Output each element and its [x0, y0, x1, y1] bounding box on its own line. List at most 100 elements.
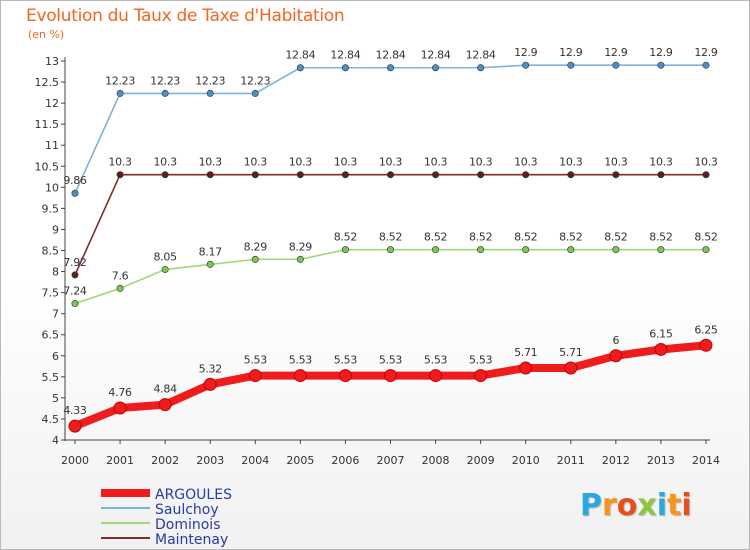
- data-label: 9.86: [63, 174, 87, 187]
- data-point: [161, 89, 169, 97]
- data-point: [158, 398, 172, 412]
- data-label: 6.15: [649, 327, 673, 340]
- data-point: [609, 349, 623, 363]
- chart-title: Evolution du Taux de Taxe d'Habitation: [26, 6, 345, 26]
- data-label: 12.9: [604, 46, 628, 59]
- data-point: [702, 171, 710, 179]
- data-point: [71, 189, 79, 197]
- data-point: [161, 265, 169, 273]
- x-tick-label: 2013: [647, 454, 675, 467]
- data-label: 10.3: [108, 156, 132, 169]
- data-point: [612, 61, 620, 69]
- data-point: [522, 171, 530, 179]
- y-tick-label: 11.5: [35, 118, 60, 131]
- data-point: [71, 300, 79, 308]
- x-tick-label: 2006: [331, 454, 359, 467]
- data-point: [567, 171, 575, 179]
- data-label: 10.3: [469, 156, 493, 169]
- y-tick-label: 5: [52, 392, 59, 405]
- x-tick-label: 2001: [106, 454, 134, 467]
- data-label: 10.3: [649, 156, 673, 169]
- data-label: 8.52: [469, 231, 492, 244]
- data-label: 12.23: [150, 74, 180, 87]
- legend-label: Dominois: [155, 517, 221, 533]
- logo-letter: t: [667, 488, 682, 523]
- data-label: 10.3: [334, 156, 358, 169]
- data-label: 12.84: [330, 49, 360, 62]
- x-tick-label: 2000: [61, 454, 89, 467]
- data-point: [657, 246, 665, 254]
- y-tick-label: 12: [45, 97, 59, 110]
- data-label: 5.53: [379, 354, 403, 367]
- x-tick-label: 2007: [377, 454, 405, 467]
- data-point: [432, 171, 440, 179]
- logo-letter: x: [637, 488, 657, 523]
- y-tick-label: 9.5: [42, 202, 60, 215]
- data-label: 10.3: [694, 156, 718, 169]
- legend-label: Maintenay: [155, 532, 228, 548]
- logo-letter: i: [656, 488, 668, 523]
- logo-letter: i: [681, 488, 692, 523]
- data-point: [564, 361, 578, 375]
- legend-label: Saulchoy: [155, 502, 219, 518]
- data-point: [203, 377, 217, 391]
- y-tick-label: 7.5: [42, 287, 60, 300]
- y-tick-label: 10.5: [35, 160, 60, 173]
- data-point: [251, 89, 259, 97]
- data-label: 10.3: [153, 156, 177, 169]
- data-label: 12.84: [285, 49, 315, 62]
- y-tick-label: 5.5: [42, 371, 60, 384]
- data-point: [206, 260, 214, 268]
- data-label: 5.53: [424, 354, 448, 367]
- data-point: [341, 64, 349, 72]
- y-tick-label: 4: [52, 434, 59, 447]
- data-label: 5.53: [244, 354, 268, 367]
- data-point: [296, 64, 304, 72]
- legend-label: ARGOULES: [155, 487, 232, 503]
- data-point: [657, 171, 665, 179]
- data-point: [248, 369, 262, 383]
- y-tick-label: 4.5: [42, 413, 60, 426]
- data-label: 7.92: [63, 256, 86, 269]
- data-label: 6.25: [694, 323, 718, 336]
- y-tick-label: 10: [45, 181, 59, 194]
- data-label: 10.3: [424, 156, 448, 169]
- data-point: [296, 255, 304, 263]
- data-label: 8.52: [559, 231, 582, 244]
- data-point: [477, 171, 485, 179]
- data-label: 5.32: [199, 362, 222, 375]
- x-tick-label: 2003: [196, 454, 224, 467]
- data-point: [386, 171, 394, 179]
- x-tick-label: 2012: [602, 454, 630, 467]
- data-label: 12.23: [105, 74, 135, 87]
- data-point: [116, 284, 124, 292]
- data-point: [71, 271, 79, 279]
- data-label: 8.52: [694, 231, 717, 244]
- y-tick-label: 11: [45, 139, 59, 152]
- y-tick-label: 12.5: [35, 76, 60, 89]
- x-tick-label: 2009: [467, 454, 495, 467]
- data-label: 12.84: [421, 49, 451, 62]
- data-point: [612, 171, 620, 179]
- data-point: [251, 171, 259, 179]
- data-point: [477, 246, 485, 254]
- data-label: 12.23: [195, 74, 225, 87]
- data-label: 8.52: [334, 231, 357, 244]
- data-point: [113, 401, 127, 415]
- proxiti-logo: Proxiti: [580, 488, 692, 523]
- data-label: 4.76: [108, 386, 132, 399]
- data-point: [522, 61, 530, 69]
- data-point: [386, 64, 394, 72]
- y-tick-label: 6: [52, 350, 59, 363]
- data-label: 5.71: [514, 346, 537, 359]
- data-point: [341, 171, 349, 179]
- data-point: [519, 361, 533, 375]
- data-point: [474, 369, 488, 383]
- x-tick-label: 2002: [151, 454, 179, 467]
- data-point: [384, 369, 397, 383]
- data-label: 10.3: [289, 156, 313, 169]
- data-label: 10.3: [514, 156, 538, 169]
- y-tick-label: 7: [52, 308, 59, 321]
- data-label: 8.52: [424, 231, 447, 244]
- y-tick-label: 6.5: [42, 329, 60, 342]
